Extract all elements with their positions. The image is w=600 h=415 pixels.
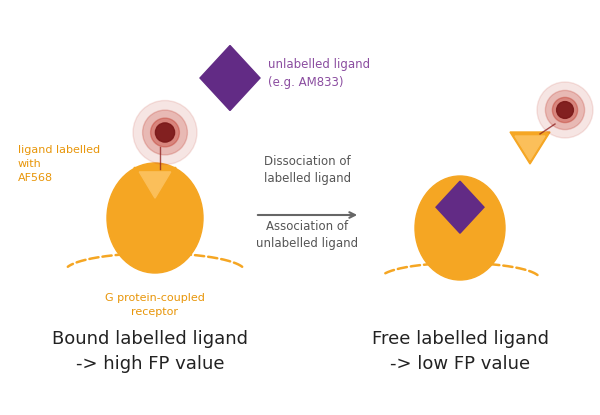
Text: Dissociation of
labelled ligand: Dissociation of labelled ligand <box>264 155 351 185</box>
Ellipse shape <box>545 90 584 129</box>
Polygon shape <box>510 132 550 164</box>
Polygon shape <box>200 46 260 110</box>
Polygon shape <box>139 172 171 198</box>
Polygon shape <box>515 136 545 160</box>
Ellipse shape <box>553 98 578 122</box>
Ellipse shape <box>557 102 574 118</box>
Ellipse shape <box>143 110 187 155</box>
Polygon shape <box>134 168 176 203</box>
Polygon shape <box>436 181 484 233</box>
Text: G protein-coupled
receptor: G protein-coupled receptor <box>105 293 205 317</box>
Text: unlabelled ligand
(e.g. AM833): unlabelled ligand (e.g. AM833) <box>268 58 370 89</box>
Ellipse shape <box>537 82 593 138</box>
Text: Bound labelled ligand
-> high FP value: Bound labelled ligand -> high FP value <box>52 330 248 373</box>
Text: Association of
unlabelled ligand: Association of unlabelled ligand <box>256 220 359 250</box>
Ellipse shape <box>107 163 203 273</box>
Ellipse shape <box>151 118 179 147</box>
Text: Free labelled ligand
-> low FP value: Free labelled ligand -> low FP value <box>371 330 548 373</box>
Ellipse shape <box>415 176 505 280</box>
Ellipse shape <box>133 100 197 164</box>
Text: ligand labelled
with
AF568: ligand labelled with AF568 <box>18 145 100 183</box>
Ellipse shape <box>155 123 175 142</box>
